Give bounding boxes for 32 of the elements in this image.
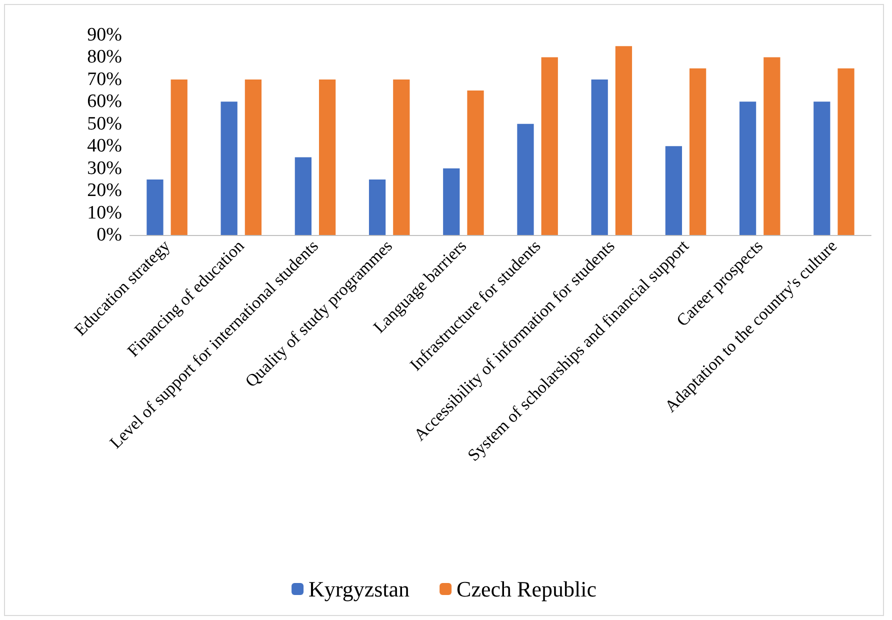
legend-label: Kyrgyzstan — [308, 576, 410, 602]
bar — [393, 79, 410, 235]
bar — [541, 57, 558, 235]
bar — [689, 68, 706, 235]
bar — [318, 79, 336, 235]
bar — [591, 79, 608, 235]
bar — [467, 90, 484, 235]
y-tick-label: 0% — [96, 224, 122, 246]
legend-label: Czech Republic — [456, 576, 597, 602]
y-tick-label: 40% — [87, 136, 122, 157]
y-tick-label: 50% — [87, 113, 122, 134]
bar — [838, 68, 854, 235]
y-tick-label: 20% — [87, 180, 122, 202]
bar — [665, 146, 682, 235]
bar — [170, 79, 188, 235]
bar — [294, 157, 312, 235]
bar — [244, 79, 262, 235]
bar — [368, 179, 386, 235]
y-tick-label: 70% — [87, 68, 122, 90]
y-tick-label: 10% — [87, 202, 122, 224]
y-tick-label: 30% — [87, 158, 122, 179]
bar — [814, 102, 830, 235]
bar — [220, 102, 238, 235]
y-tick-label: 90% — [87, 24, 122, 46]
bar — [443, 168, 460, 235]
y-tick-label: 60% — [87, 91, 122, 112]
bar — [517, 124, 534, 235]
bar — [615, 46, 632, 235]
bar — [764, 57, 780, 235]
bar — [739, 102, 756, 235]
bar — [146, 179, 164, 235]
y-tick-label: 80% — [87, 46, 122, 68]
